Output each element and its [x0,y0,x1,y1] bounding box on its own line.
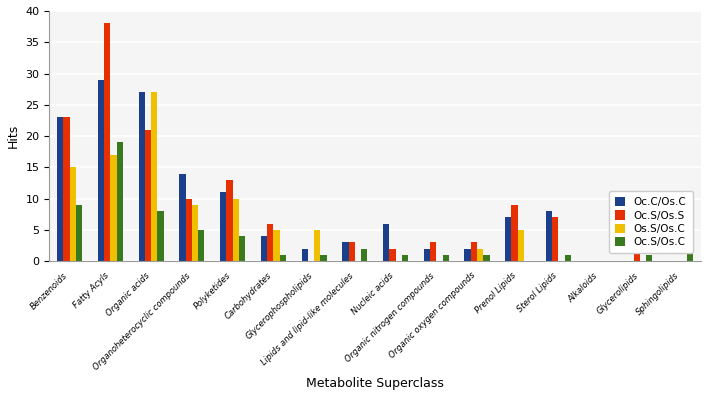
Bar [139,92,145,261]
Bar [424,249,430,261]
Bar [430,243,436,261]
Legend: Oc.C/Os.C, Oc.S/Os.S, Os.S/Os.C, Oc.S/Os.C: Oc.C/Os.C, Oc.S/Os.S, Os.S/Os.C, Oc.S/Os… [609,191,692,253]
Bar [267,224,273,261]
Bar [239,236,245,261]
Bar [110,155,117,261]
Bar [69,168,76,261]
Bar [145,130,152,261]
Bar [179,173,185,261]
Bar [314,230,321,261]
Bar [157,211,164,261]
Bar [76,205,82,261]
Bar [477,249,484,261]
Bar [506,218,511,261]
Bar [348,243,355,261]
Bar [321,255,326,261]
Bar [518,230,524,261]
Bar [634,249,640,261]
Bar [552,218,559,261]
Bar [227,180,233,261]
Bar [471,243,477,261]
Bar [104,23,110,261]
Bar [98,80,104,261]
Bar [546,211,552,261]
Bar [565,255,571,261]
Bar [302,249,308,261]
Bar [233,198,239,261]
Bar [64,117,69,261]
X-axis label: Metabolite Superclass: Metabolite Superclass [307,377,444,390]
Bar [361,249,367,261]
Bar [261,236,267,261]
Bar [402,255,408,261]
Bar [464,249,471,261]
Bar [280,255,286,261]
Bar [383,224,389,261]
Bar [687,243,693,261]
Bar [57,117,64,261]
Bar [152,92,157,261]
Bar [342,243,348,261]
Bar [442,255,449,261]
Bar [198,230,205,261]
Bar [220,193,227,261]
Bar [192,205,198,261]
Bar [389,249,396,261]
Bar [273,230,280,261]
Bar [646,255,653,261]
Bar [185,198,192,261]
Bar [511,205,518,261]
Y-axis label: Hits: Hits [7,124,20,148]
Bar [117,142,123,261]
Bar [484,255,489,261]
